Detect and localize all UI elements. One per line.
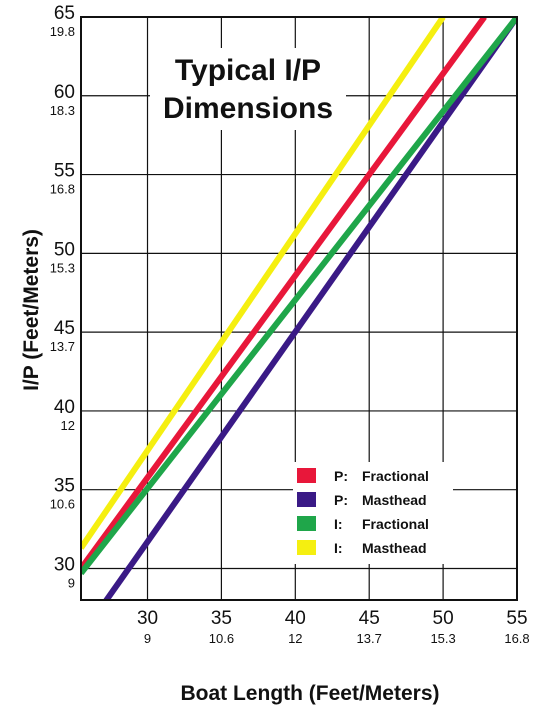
legend-label: Masthead (362, 540, 427, 556)
legend-prefix: I: (334, 540, 343, 556)
legend-label: Fractional (362, 516, 429, 532)
chart-title-line-2: Dimensions (163, 92, 333, 125)
y-tick-sublabel: 19.8 (50, 24, 75, 39)
legend: P: Fractional P: Masthead I: Fractional I: Mast… (293, 462, 453, 564)
x-tick-label: 50 (433, 608, 454, 629)
series-line-i-fractional (81, 17, 517, 576)
y-tick-label: 35 (54, 476, 75, 497)
legend-prefix: P: (334, 492, 348, 508)
legend-swatch (297, 516, 316, 531)
x-tick-sublabel: 10.6 (209, 631, 234, 646)
legend-swatch (297, 540, 316, 555)
plot-frame (80, 16, 518, 601)
y-tick-sublabel: 15.3 (50, 260, 75, 275)
y-axis-title: I/P (Feet/Meters) (20, 229, 43, 391)
legend-swatch (297, 492, 316, 507)
y-tick-label: 60 (54, 82, 75, 103)
y-tick-label: 55 (54, 161, 75, 182)
y-tick-label: 50 (54, 239, 75, 260)
x-axis-title: Boat Length (Feet/Meters) (180, 682, 439, 705)
x-tick-sublabel: 13.7 (357, 631, 382, 646)
x-tick-sublabel: 15.3 (430, 631, 455, 646)
legend-prefix: P: (334, 468, 348, 484)
title-background (150, 48, 346, 130)
series-lines (81, 17, 517, 600)
series-line-p-fractional (81, 17, 487, 571)
y-tick-label: 40 (54, 397, 75, 418)
chart-title-line-1: Typical I/P (175, 54, 321, 87)
y-tick-sublabel: 9 (68, 575, 75, 590)
x-tick-label: 55 (506, 608, 527, 629)
y-tick-sublabel: 12 (61, 418, 75, 433)
series-line-p-masthead (102, 17, 517, 600)
series-line-i-masthead (81, 17, 446, 550)
x-tick-sublabel: 12 (288, 631, 302, 646)
x-tick-sublabel: 16.8 (504, 631, 529, 646)
legend-label: Masthead (362, 492, 427, 508)
y-tick-sublabel: 13.7 (50, 339, 75, 354)
x-tick-label: 30 (137, 608, 158, 629)
legend-background (293, 462, 453, 564)
tick-labels: 3093510.640124513.75015.35516.86018.3651… (50, 3, 530, 646)
y-tick-sublabel: 10.6 (50, 497, 75, 512)
legend-prefix: I: (334, 516, 343, 532)
x-tick-label: 35 (211, 608, 232, 629)
y-tick-label: 45 (54, 318, 75, 339)
legend-label: Fractional (362, 468, 429, 484)
x-tick-sublabel: 9 (144, 631, 151, 646)
y-tick-sublabel: 18.3 (50, 103, 75, 118)
y-tick-sublabel: 16.8 (50, 182, 75, 197)
y-tick-label: 65 (54, 3, 75, 24)
x-tick-label: 45 (359, 608, 380, 629)
legend-swatch (297, 468, 316, 483)
y-tick-label: 30 (54, 554, 75, 575)
x-tick-label: 40 (285, 608, 306, 629)
